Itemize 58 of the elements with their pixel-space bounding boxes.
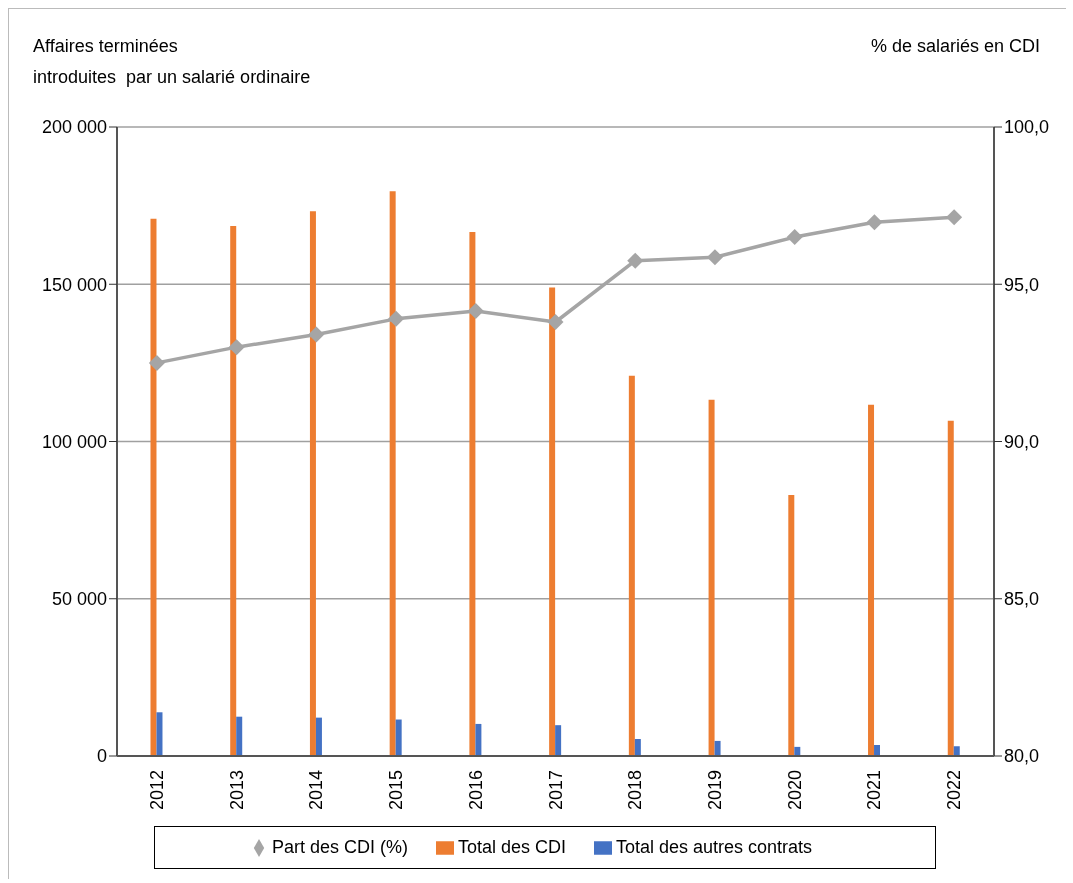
point bbox=[786, 229, 803, 246]
legend-label: Total des CDI bbox=[457, 837, 566, 857]
x-tick-label: 2017 bbox=[545, 770, 566, 811]
bar bbox=[947, 420, 954, 756]
bar bbox=[708, 399, 715, 756]
bar bbox=[230, 226, 237, 756]
x-tick-label: 2014 bbox=[306, 770, 327, 811]
y-axis-title: Affaires terminées introduites par un salarié ordinaire bbox=[33, 35, 311, 89]
y-tick-label: 0 bbox=[96, 746, 107, 767]
point bbox=[467, 302, 484, 319]
bar bbox=[634, 739, 641, 756]
y-tick-label: 150 000 bbox=[41, 274, 107, 295]
y2-tick-label: 85,0 bbox=[1004, 589, 1040, 610]
x-tick-label: 2012 bbox=[146, 770, 167, 811]
legend-label: Total des autres contrats bbox=[615, 837, 813, 857]
bar bbox=[628, 375, 635, 756]
y2-tick-label: 100,0 bbox=[1004, 117, 1050, 138]
point bbox=[946, 209, 963, 226]
y2-tick-label: 90,0 bbox=[1004, 431, 1040, 452]
point bbox=[308, 326, 325, 343]
y-tick-label: 200 000 bbox=[41, 117, 107, 138]
x-tick-label: 2018 bbox=[625, 770, 646, 811]
y-tick-label: 100 000 bbox=[41, 431, 107, 452]
y2-tick-label: 80,0 bbox=[1004, 746, 1040, 767]
bar bbox=[475, 723, 482, 756]
point bbox=[148, 354, 165, 371]
point bbox=[547, 313, 564, 330]
bar bbox=[395, 719, 402, 756]
bar bbox=[389, 191, 396, 756]
bar bbox=[156, 712, 163, 756]
x-tick-label: 2021 bbox=[864, 770, 885, 811]
point bbox=[866, 214, 883, 231]
point bbox=[228, 339, 245, 356]
y2-tick-label: 95,0 bbox=[1004, 274, 1040, 295]
point bbox=[706, 249, 723, 266]
x-tick-label: 2016 bbox=[465, 770, 486, 811]
legend-label: Part des CDI (%) bbox=[271, 837, 408, 857]
point bbox=[388, 310, 405, 327]
x-tick-label: 2013 bbox=[226, 770, 247, 811]
bar bbox=[953, 746, 960, 756]
x-tick-label: 2019 bbox=[704, 770, 725, 811]
bar bbox=[555, 725, 562, 756]
x-tick-label: 2022 bbox=[944, 770, 965, 811]
bar bbox=[714, 740, 721, 756]
bar bbox=[469, 232, 476, 756]
x-tick-label: 2020 bbox=[784, 770, 805, 811]
bar bbox=[150, 218, 157, 756]
y-tick-label: 50 000 bbox=[51, 589, 107, 610]
bar bbox=[309, 211, 316, 756]
x-tick-label: 2015 bbox=[386, 770, 407, 811]
y2-axis-title: % de salariés en CDI bbox=[870, 35, 1040, 58]
bar bbox=[868, 404, 875, 756]
bar bbox=[236, 716, 243, 756]
bar bbox=[315, 717, 322, 756]
point bbox=[627, 252, 644, 269]
bar bbox=[549, 287, 556, 756]
bar bbox=[788, 494, 795, 756]
bar bbox=[874, 744, 881, 756]
